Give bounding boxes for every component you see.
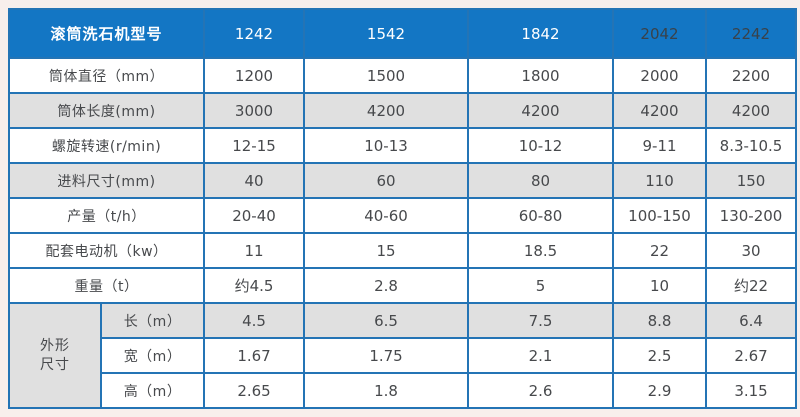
value-cell: 2200	[705, 57, 798, 94]
dimension-sub-label: 长（m）	[99, 302, 206, 339]
row-label: 重量（t）	[7, 267, 206, 304]
model-header-1542: 1542	[303, 8, 470, 59]
value-cell: 11	[203, 232, 306, 269]
row-label: 进料尺寸(mm)	[7, 162, 206, 199]
value-cell: 1500	[303, 57, 470, 94]
table-header: 滚筒洗石机型号 1242 1542 1842 2042 2242	[7, 8, 798, 59]
value-cell: 10-12	[467, 127, 615, 164]
value-cell: 3.15	[705, 372, 798, 409]
value-cell: 1.67	[203, 337, 306, 374]
value-cell: 9-11	[612, 127, 708, 164]
value-cell: 2000	[612, 57, 708, 94]
value-cell: 60	[303, 162, 470, 199]
value-cell: 1.8	[303, 372, 470, 409]
value-cell: 10-13	[303, 127, 470, 164]
dimension-sub-label: 高（m）	[99, 372, 206, 409]
value-cell: 1200	[203, 57, 306, 94]
value-cell: 1800	[467, 57, 615, 94]
value-cell: 8.8	[612, 302, 708, 339]
value-cell: 6.4	[705, 302, 798, 339]
value-cell: 2.6	[467, 372, 615, 409]
model-header-2242: 2242	[705, 8, 798, 59]
table-body: 筒体直径（mm） 1200 1500 1800 2000 2200 筒体长度(mm) 3000…	[7, 57, 798, 409]
value-cell: 10	[612, 267, 708, 304]
value-cell: 8.3-10.5	[705, 127, 798, 164]
row-label: 筒体直径（mm）	[7, 57, 206, 94]
value-cell: 15	[303, 232, 470, 269]
spec-row: 筒体长度(mm) 3000 4200 4200 4200 4200	[7, 92, 798, 129]
table-title: 滚筒洗石机型号	[7, 8, 206, 59]
row-label: 配套电动机（kw）	[7, 232, 206, 269]
value-cell: 100-150	[612, 197, 708, 234]
spec-row: 配套电动机（kw） 11 15 18.5 22 30	[7, 232, 798, 269]
dimension-group-label: 外形 尺寸	[8, 302, 102, 409]
row-label: 筒体长度(mm)	[7, 92, 206, 129]
value-cell: 22	[612, 232, 708, 269]
value-cell: 130-200	[705, 197, 798, 234]
spec-row: 螺旋转速(r/min) 12-15 10-13 10-12 9-11 8.3-10.5	[7, 127, 798, 164]
value-cell: 80	[467, 162, 615, 199]
value-cell: 4200	[467, 92, 615, 129]
dimension-row: 外形 尺寸 长（m） 4.5 6.5 7.5 8.8 6.4	[8, 302, 798, 409]
value-cell: 4200	[705, 92, 798, 129]
dimension-group-label-line2: 尺寸	[40, 356, 70, 373]
value-cell: 约4.5	[203, 267, 306, 304]
value-cell: 2.1	[467, 337, 615, 374]
value-cell: 4200	[612, 92, 708, 129]
value-cell: 7.5	[467, 302, 615, 339]
value-cell: 110	[612, 162, 708, 199]
value-cell: 18.5	[467, 232, 615, 269]
spec-row: 筒体直径（mm） 1200 1500 1800 2000 2200	[7, 57, 798, 94]
value-cell: 40	[203, 162, 306, 199]
spec-row: 重量（t） 约4.5 2.8 5 10 约22	[7, 267, 798, 304]
model-header-1842: 1842	[467, 8, 615, 59]
value-cell: 4200	[303, 92, 470, 129]
value-cell: 5	[467, 267, 615, 304]
model-header-1242: 1242	[203, 8, 306, 59]
row-label: 产量（t/h）	[7, 197, 206, 234]
value-cell: 4.5	[203, 302, 306, 339]
value-cell: 40-60	[303, 197, 470, 234]
value-cell: 2.5	[612, 337, 708, 374]
value-cell: 3000	[203, 92, 306, 129]
model-header-2042: 2042	[612, 8, 708, 59]
value-cell: 150	[705, 162, 798, 199]
value-cell: 2.8	[303, 267, 470, 304]
table-header-row: 滚筒洗石机型号 1242 1542 1842 2042 2242	[7, 8, 798, 59]
value-cell: 1.75	[303, 337, 470, 374]
value-cell: 约22	[705, 267, 798, 304]
spec-table: 滚筒洗石机型号 1242 1542 1842 2042 2242 筒体直径（mm） 1200…	[7, 8, 798, 409]
value-cell: 2.9	[612, 372, 708, 409]
value-cell: 60-80	[467, 197, 615, 234]
value-cell: 30	[705, 232, 798, 269]
dimension-row: 高（m） 2.65 1.8 2.6 2.9 3.15	[9, 372, 798, 409]
dimension-sub-label: 宽（m）	[99, 337, 206, 374]
row-label: 螺旋转速(r/min)	[7, 127, 206, 164]
value-cell: 20-40	[203, 197, 306, 234]
dimension-row: 宽（m） 1.67 1.75 2.1 2.5 2.67	[9, 337, 798, 374]
value-cell: 6.5	[303, 302, 470, 339]
dimension-group-label-line1: 外形	[40, 338, 70, 355]
value-cell: 2.65	[203, 372, 306, 409]
spec-row: 产量（t/h） 20-40 40-60 60-80 100-150 130-200	[7, 197, 798, 234]
spec-row: 进料尺寸(mm) 40 60 80 110 150	[7, 162, 798, 199]
value-cell: 12-15	[203, 127, 306, 164]
value-cell: 2.67	[705, 337, 798, 374]
